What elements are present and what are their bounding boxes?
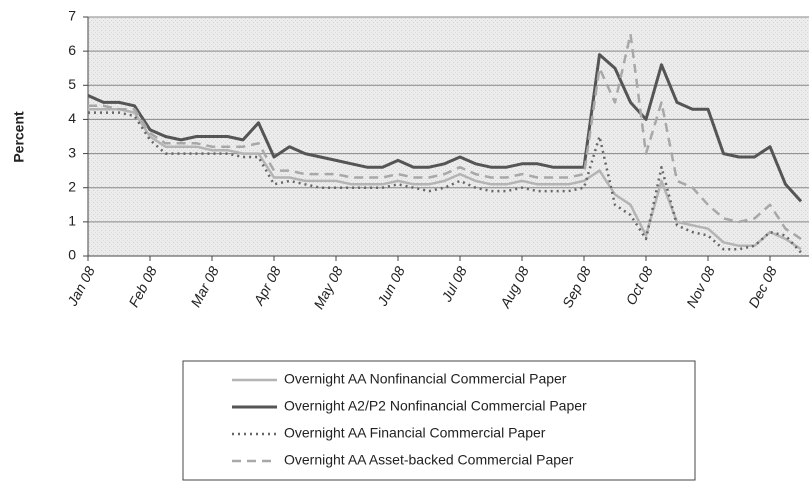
x-tick-label: Apr 08 — [250, 263, 284, 308]
x-tick-label: Nov 08 — [683, 263, 718, 310]
x-tick-label: Aug 08 — [496, 263, 532, 311]
x-tick-label: Feb 08 — [125, 263, 160, 309]
x-tick-label: Jul 08 — [438, 263, 470, 305]
y-tick-label: 6 — [68, 42, 76, 58]
series-line — [88, 107, 802, 251]
x-tick-label: Jun 08 — [374, 263, 408, 309]
series-line — [88, 32, 802, 240]
y-tick-label: 0 — [68, 247, 76, 263]
x-tick-label: May 08 — [310, 263, 346, 311]
y-axis-label: Percent — [11, 111, 27, 163]
series-line — [88, 111, 802, 254]
y-tick-label: 2 — [68, 178, 76, 194]
y-tick-label: 7 — [68, 8, 76, 24]
x-tick-label: Sep 08 — [559, 263, 594, 310]
y-tick-label: 4 — [68, 110, 76, 126]
x-tick-label: Oct 08 — [622, 263, 656, 307]
y-tick-label: 5 — [68, 76, 76, 92]
legend-label: Overnight AA Financial Commercial Paper — [284, 425, 546, 441]
legend-label: Overnight A2/P2 Nonfinancial Commercial … — [284, 398, 587, 414]
y-tick-label: 1 — [68, 213, 76, 229]
y-tick-label: 3 — [68, 144, 76, 160]
series-line — [87, 53, 803, 203]
legend-label: Overnight AA Asset-backed Commercial Pap… — [284, 452, 574, 468]
x-tick-label: Mar 08 — [187, 263, 222, 309]
x-tick-label: Jan 08 — [64, 263, 98, 309]
x-tick-label: Dec 08 — [745, 263, 780, 310]
legend-label: Overnight AA Nonfinancial Commercial Pap… — [284, 371, 567, 387]
